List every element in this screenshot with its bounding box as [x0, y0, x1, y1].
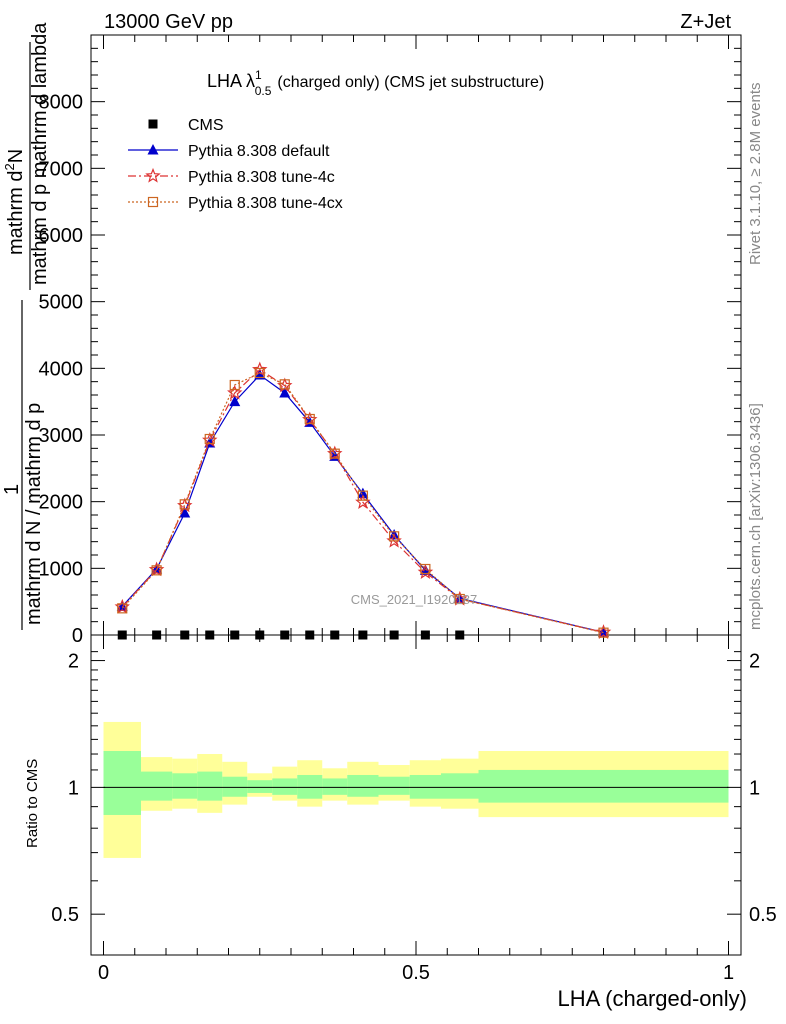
- legend-label: CMS: [188, 117, 224, 134]
- data-point: [454, 593, 465, 605]
- data-point: [229, 379, 240, 391]
- data-point: [204, 433, 215, 445]
- ratio-inner-band: [247, 780, 273, 793]
- data-point: [227, 384, 243, 400]
- xtick-label: 0: [98, 962, 109, 984]
- main-ytick-label: 1000: [39, 558, 84, 580]
- data-point: [420, 630, 430, 640]
- ratio-inner-band: [441, 773, 479, 799]
- ratio-inner-band: [478, 769, 729, 803]
- data-point: [254, 367, 265, 379]
- ratio-inner-band: [409, 774, 441, 799]
- header-left: 13000 GeV pp: [104, 11, 233, 33]
- chart-title-sub: 0.5: [255, 84, 272, 98]
- data-point: [455, 630, 465, 640]
- data-point: [279, 387, 291, 398]
- legend-label: Pythia 8.308 default: [188, 143, 330, 160]
- data-point: [357, 487, 369, 499]
- main-ytick-label: 0: [72, 625, 83, 647]
- main-ytick-label: 5000: [39, 292, 84, 314]
- data-point: [180, 630, 190, 640]
- data-point: [117, 603, 128, 614]
- rivet-label: Rivet 3.1.10, ≥ 2.8M events: [747, 83, 764, 266]
- main-ytick-label: 2000: [39, 492, 84, 514]
- data-point: [304, 413, 315, 425]
- ratio-inner-band: [297, 774, 323, 799]
- series-0: [117, 630, 465, 640]
- data-point: [151, 565, 162, 576]
- data-point: [389, 531, 400, 542]
- ratio-inner-band: [378, 776, 410, 795]
- ratio-inner-band: [347, 774, 379, 797]
- data-point: [230, 630, 240, 640]
- data-point: [152, 630, 162, 640]
- legend: CMS Pythia 8.308 default Pythia 8.308 tune…: [128, 117, 343, 212]
- data-point: [357, 490, 368, 501]
- ratio-ytick-label-right: 1: [749, 777, 760, 799]
- main-series: [114, 361, 612, 640]
- chart-title-suffix: (charged only) (CMS jet substructure): [277, 74, 544, 91]
- data-point: [280, 630, 290, 640]
- ratio-inner-band: [222, 776, 248, 797]
- ratio-ytick-label-left: 1: [68, 777, 79, 799]
- ratio-inner-band: [322, 778, 348, 795]
- data-point: [330, 630, 340, 640]
- ratio-inner-band: [197, 771, 223, 801]
- ratio-ytick-label-right: 2: [749, 651, 760, 673]
- data-point: [255, 630, 265, 640]
- legend-label: Pythia 8.308 tune-4c: [188, 169, 335, 186]
- series-3: [117, 367, 609, 638]
- series-line: [121, 372, 604, 634]
- ratio-inner-band: [172, 773, 198, 799]
- data-point: [420, 563, 431, 575]
- main-ytick-label: 3000: [39, 425, 84, 447]
- data-point: [179, 507, 191, 518]
- ratio-ytick-label-left: 0.5: [51, 904, 79, 926]
- data-point: [279, 379, 290, 390]
- legend-marker: [145, 167, 161, 183]
- chart-title: LHA λ1 0.5 (charged only) (CMS jet substru…: [207, 68, 544, 98]
- data-point: [389, 630, 399, 640]
- data-point: [598, 627, 609, 638]
- ratio-bands: [103, 721, 729, 858]
- ylabel-den-lower: mathrm d N / mathrm d p: [23, 403, 45, 625]
- data-point: [229, 395, 241, 407]
- main-ytick-label: 7000: [39, 158, 84, 180]
- ratio-inner-band: [272, 778, 298, 795]
- xlabel: LHA (charged-only): [557, 986, 747, 1011]
- ratio-inner-band: [103, 750, 141, 815]
- main-ytick-label: 8000: [39, 92, 84, 114]
- ylabel-num-lower: 1: [1, 484, 23, 495]
- chart-title-main: LHA λ: [207, 71, 255, 91]
- ratio-inner-band: [141, 771, 173, 801]
- data-point: [179, 499, 190, 510]
- legend-marker: [147, 196, 159, 208]
- xtick-label: 0.5: [402, 962, 430, 984]
- legend-label: Pythia 8.308 tune-4cx: [188, 195, 343, 212]
- mcplots-label: mcplots.cern.ch [arXiv:1306.3436]: [747, 403, 764, 630]
- data-point: [254, 369, 266, 380]
- data-point: [117, 630, 127, 640]
- xtick-label: 1: [723, 962, 734, 984]
- header-right: Z+Jet: [680, 11, 731, 33]
- data-point: [358, 630, 368, 640]
- ratio-ytick-label-left: 2: [68, 651, 79, 673]
- data-point: [329, 448, 340, 459]
- watermark: CMS_2021_I1920187: [351, 592, 478, 607]
- ratio-ytick-label-right: 0.5: [749, 904, 777, 926]
- ratio-ylabel: Ratio to CMS: [24, 759, 41, 848]
- legend-marker: [148, 119, 158, 129]
- main-ytick-label: 6000: [39, 225, 84, 247]
- data-point: [305, 630, 315, 640]
- chart-title-sup: 1: [255, 68, 262, 82]
- ylabel-num-upper: mathrm d2N: [2, 149, 27, 255]
- data-point: [205, 630, 215, 640]
- ylabel-den-upper: mathrm d p mathrm d lambda: [29, 22, 51, 285]
- ratio-axes: 0.5 0.5 1 1 2 2 0 0.5 1: [51, 35, 777, 984]
- main-ytick-label: 4000: [39, 358, 84, 380]
- legend-marker: [147, 144, 159, 155]
- main-ylabel: mathrm d2N mathrm d p mathrm d lambda 1 …: [1, 22, 51, 630]
- main-axes: 0 1000 2000 3000 4000 5000 6000 7000 8000: [39, 47, 741, 647]
